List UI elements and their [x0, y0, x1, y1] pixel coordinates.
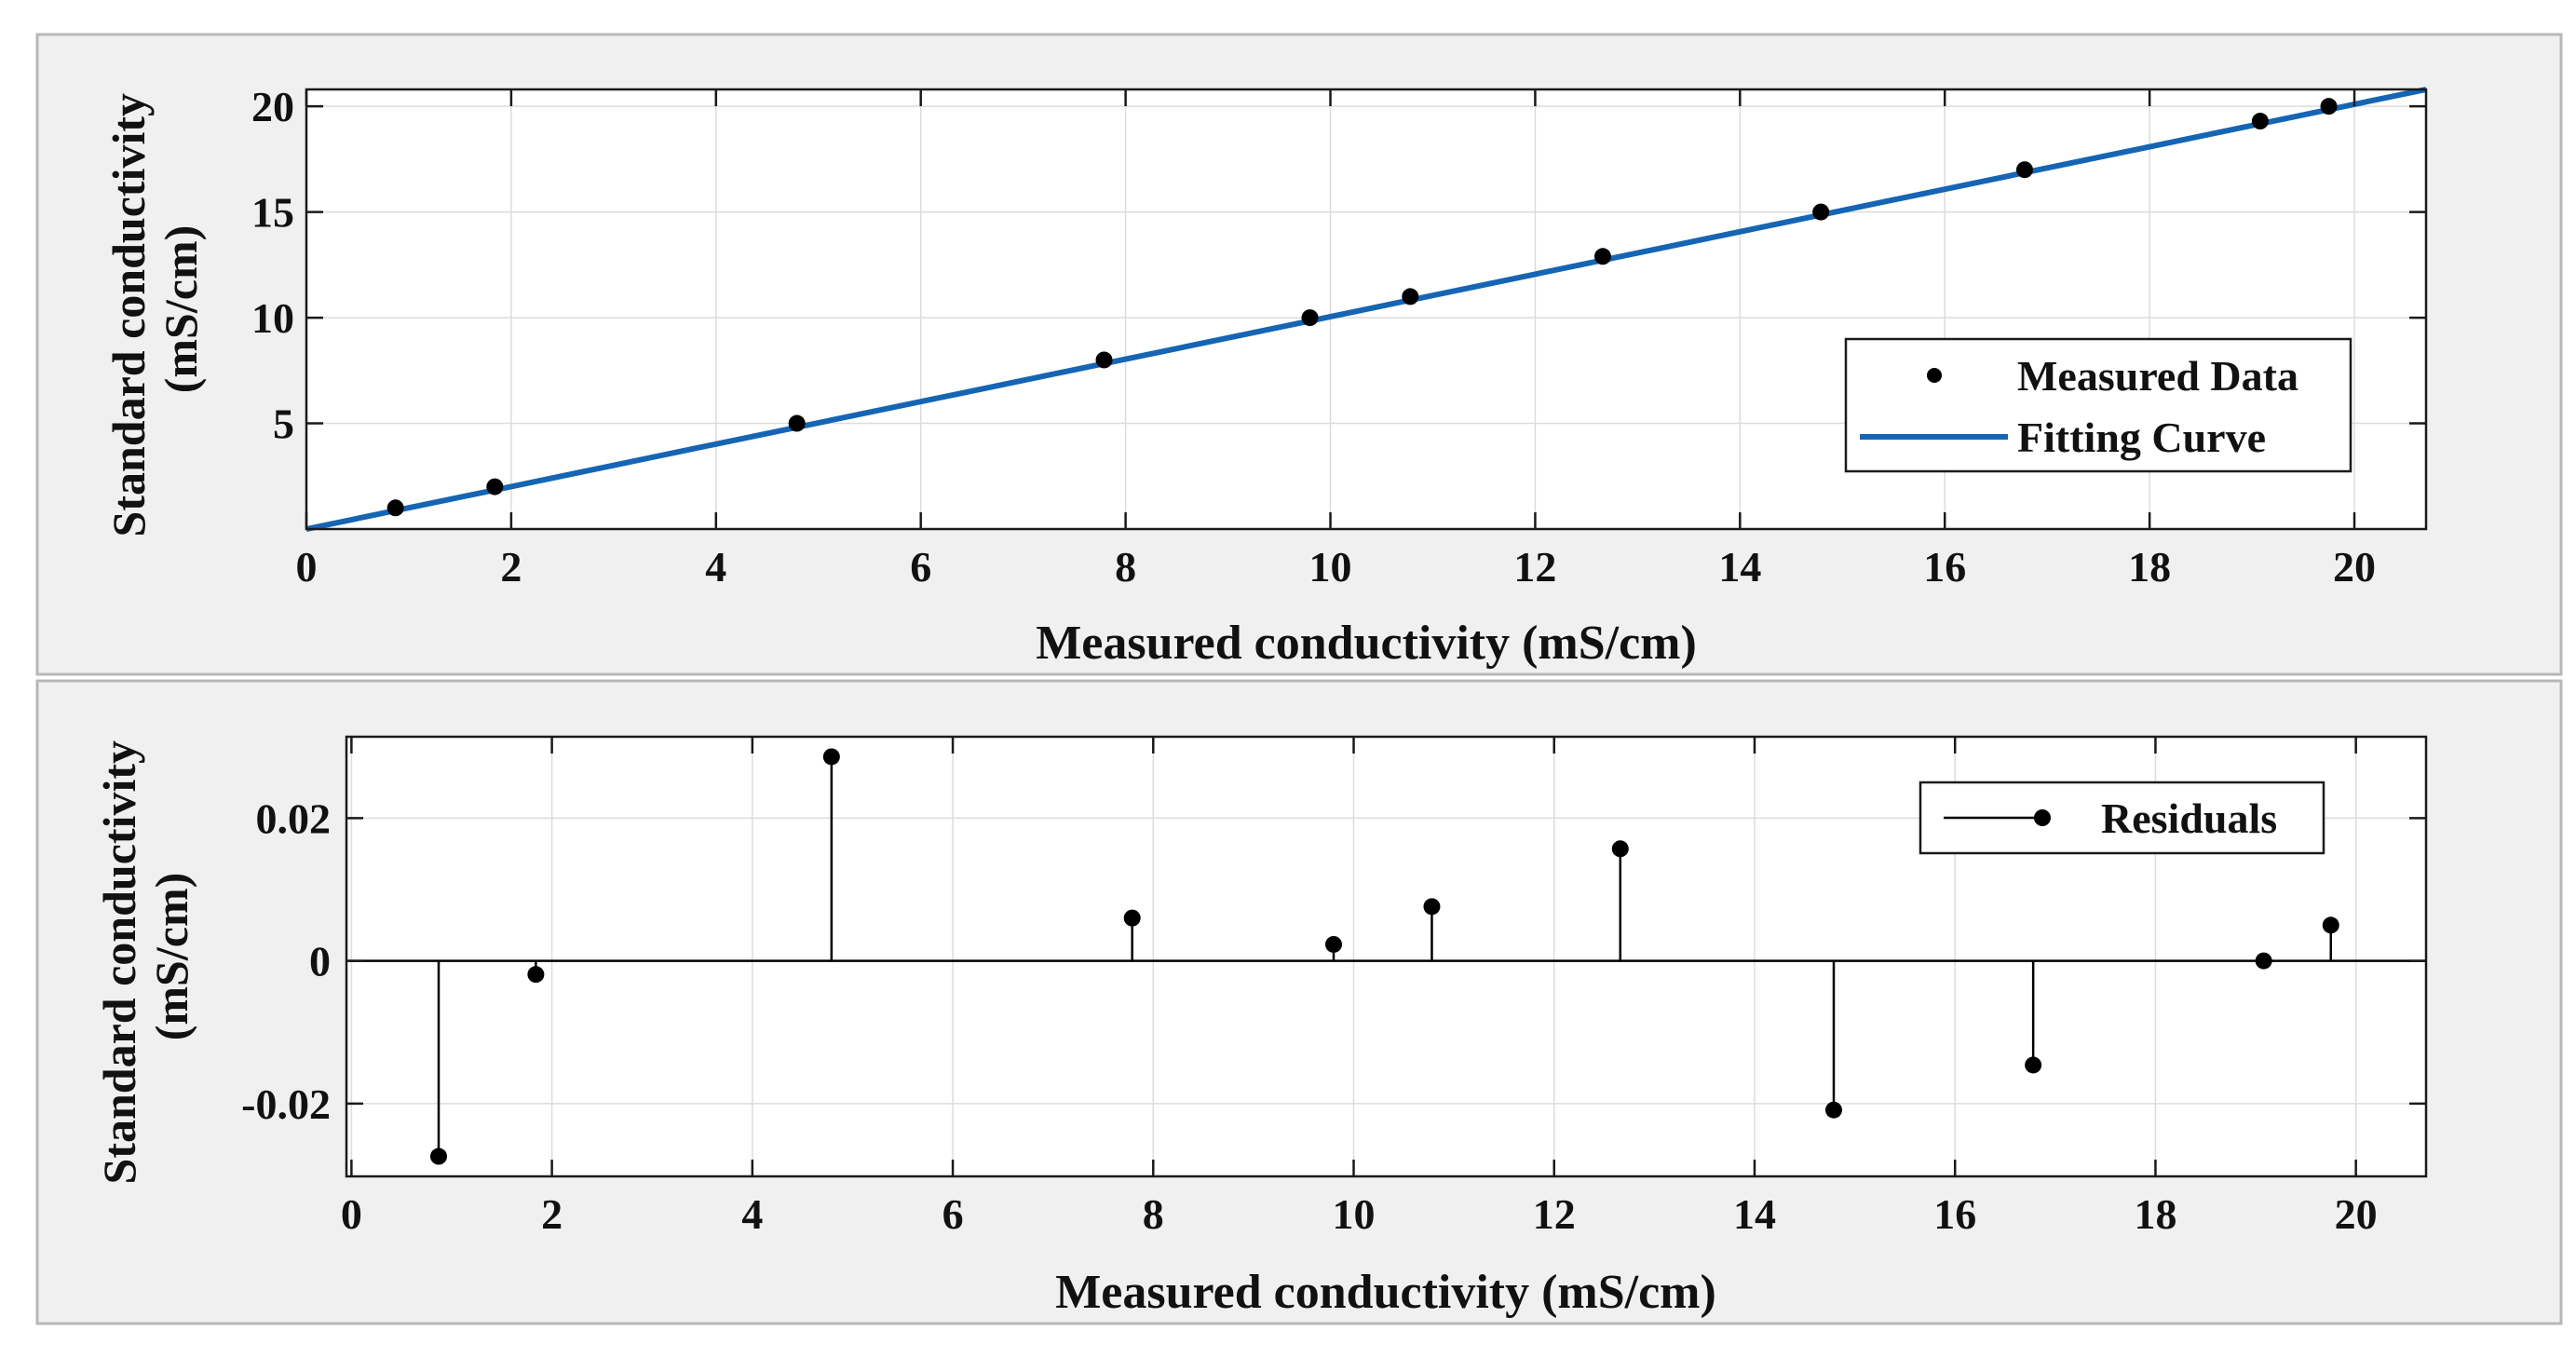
measured-data-point: [1593, 248, 1611, 265]
bottom-ytick-label: -0.02: [241, 1080, 331, 1128]
bottom-y-axis-label-line-2: (mS/cm): [145, 873, 197, 1041]
bottom-xtick-label: 0: [341, 1190, 362, 1238]
top-ytick-label: 15: [251, 189, 294, 237]
top-xtick-label: 6: [910, 543, 931, 591]
bottom-xtick-label: 10: [1333, 1190, 1376, 1238]
top-xtick-label: 4: [705, 543, 726, 591]
bottom-xtick-labels: 0 2 4 6 8 10 12 14 16 18 20: [341, 1190, 2378, 1238]
top-fit-layer: [305, 87, 2427, 532]
bottom-xtick-label: 2: [541, 1190, 563, 1238]
bottom-xtick-label: 16: [1933, 1190, 1976, 1238]
top-plot-frame: [305, 88, 2428, 531]
measured-data-point: [1301, 309, 1319, 327]
residual-point: [1123, 909, 1141, 927]
top-x-axis-label: Measured conductivity (mS/cm): [1036, 617, 1697, 670]
bottom-xtick-label: 18: [2134, 1190, 2176, 1238]
residual-point: [2025, 1056, 2042, 1074]
legend-measured-data-marker: [1927, 368, 1942, 383]
residual-point: [822, 748, 840, 766]
bottom-y-axis-label: Standard conductivity (mS/cm): [93, 729, 197, 1185]
top-xtick-label: 12: [1513, 543, 1556, 591]
bottom-legend: Residuals: [1918, 781, 2325, 855]
measured-data-point: [2251, 113, 2269, 130]
residual-point: [1423, 898, 1441, 916]
top-xtick-label: 8: [1115, 543, 1136, 591]
bottom-xtick-label: 6: [942, 1190, 964, 1238]
bottom-stem-layer: [346, 748, 2426, 1165]
bottom-ticks: [346, 737, 2426, 1176]
top-xtick-label: 14: [1718, 543, 1761, 591]
top-y-axis-label-line-2: (mS/cm): [155, 225, 207, 394]
bottom-xtick-label: 8: [1143, 1190, 1164, 1238]
top-xtick-label: 16: [1923, 543, 1966, 591]
residual-point: [430, 1148, 448, 1165]
top-marker-layer: [386, 98, 2338, 517]
top-ytick-labels: 5 10 15 20: [251, 83, 294, 447]
bottom-xtick-label: 14: [1733, 1190, 1776, 1238]
residual-point: [1611, 840, 1629, 858]
top-xtick-label: 0: [296, 543, 318, 591]
measured-data-point: [2015, 161, 2033, 179]
measured-data-point: [1812, 203, 1830, 221]
residual-point: [1824, 1101, 1842, 1119]
fitting-curve-line: [305, 87, 2427, 532]
top-legend: Measured Data Fitting Curve: [1844, 337, 2352, 473]
residual-point: [2322, 917, 2339, 934]
top-xtick-labels: 0 2 4 6 8 10 12 14 16 18 20: [296, 543, 2377, 591]
top-ticks: [305, 89, 2426, 529]
top-grid: [305, 89, 2426, 529]
top-ytick-label: 10: [251, 294, 294, 342]
top-xtick-label: 2: [500, 543, 522, 591]
measured-data-point: [1402, 288, 1419, 306]
bottom-xtick-label: 20: [2335, 1190, 2378, 1238]
measured-data-point: [486, 478, 504, 496]
residual-point: [527, 966, 545, 984]
residual-point: [1325, 935, 1343, 953]
top-xtick-label: 20: [2333, 543, 2376, 591]
top-ytick-label: 5: [273, 401, 294, 448]
bottom-y-axis-label-line-1: Standard conductivity: [93, 740, 145, 1184]
top-ytick-label: 20: [251, 83, 294, 130]
bottom-ytick-label: 0: [309, 938, 331, 985]
top-y-axis-label: Standard conductivity (mS/cm): [102, 82, 207, 537]
measured-data-point: [2320, 98, 2338, 115]
top-legend-box: [1844, 337, 2352, 473]
bottom-xtick-label: 12: [1533, 1190, 1576, 1238]
legend-fitting-curve-label: Fitting Curve: [2017, 414, 2266, 461]
residual-point: [2255, 952, 2272, 970]
measured-data-point: [788, 414, 806, 432]
bottom-ytick-label: 0.02: [256, 794, 332, 842]
legend-residuals-label: Residuals: [2101, 794, 2277, 842]
measured-data-point: [386, 499, 404, 517]
legend-residuals-marker: [2034, 809, 2051, 826]
top-panel: 0 2 4 6 8 10 12 14 16 18 20 5 10 15 20 Measured condu…: [35, 33, 2563, 676]
bottom-xtick-label: 4: [741, 1190, 763, 1238]
top-xtick-label: 10: [1309, 543, 1352, 591]
top-xtick-label: 18: [2128, 543, 2171, 591]
bottom-ytick-labels: -0.02 0 0.02: [241, 794, 331, 1127]
top-y-axis-label-line-1: Standard conductivity: [102, 93, 155, 536]
bottom-plot-frame: [345, 735, 2428, 1178]
bottom-panel: 0 2 4 6 8 10 12 14 16 18 20 -0.02 0 0.02 Measured co…: [35, 679, 2563, 1325]
measured-data-point: [1095, 351, 1113, 369]
bottom-x-axis-label: Measured conductivity (mS/cm): [1055, 1266, 1716, 1319]
legend-measured-data-label: Measured Data: [2017, 352, 2298, 400]
